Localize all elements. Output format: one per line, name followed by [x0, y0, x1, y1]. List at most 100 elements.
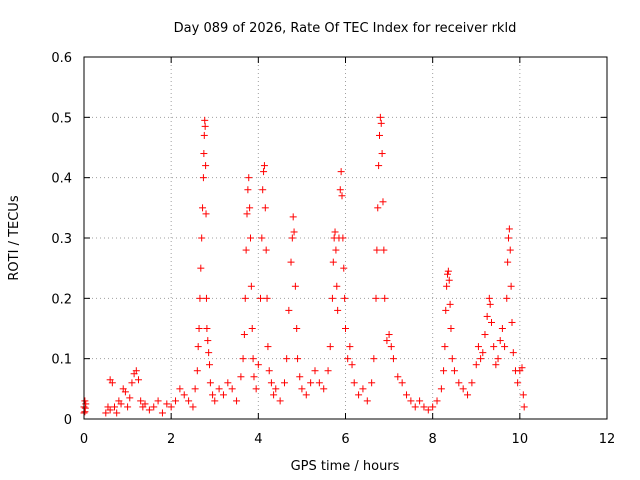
data-point	[389, 355, 397, 363]
data-point	[338, 192, 346, 200]
data-point	[202, 162, 210, 170]
data-point	[260, 168, 268, 176]
data-point	[81, 397, 89, 405]
y-tick-label: 0.4	[51, 172, 72, 187]
x-tick-label: 8	[429, 432, 437, 447]
data-point	[307, 379, 315, 387]
data-point	[245, 174, 253, 182]
data-point	[374, 204, 382, 212]
data-point	[350, 379, 358, 387]
data-point	[247, 282, 255, 290]
data-point	[258, 234, 266, 242]
data-point	[387, 343, 395, 351]
data-point	[380, 246, 388, 254]
data-point	[375, 131, 383, 139]
data-point	[332, 246, 340, 254]
data-point	[237, 373, 245, 381]
data-point	[203, 325, 211, 332]
data-point	[370, 355, 378, 363]
data-point	[294, 355, 302, 363]
data-point	[340, 264, 348, 272]
data-point	[477, 355, 485, 363]
data-point	[348, 361, 356, 369]
data-point	[368, 379, 376, 387]
data-point	[403, 391, 411, 399]
data-point	[394, 373, 402, 381]
data-point	[254, 361, 262, 369]
data-point	[334, 306, 342, 314]
y-tick-labels: 0 0.1 0.2 0.3 0.4 0.5 0.6	[51, 51, 72, 428]
data-point	[488, 318, 496, 326]
data-point	[377, 119, 385, 127]
x-tick-labels: 0 2 4 6 8 10 12	[80, 432, 615, 447]
data-point	[200, 150, 208, 158]
data-point	[132, 367, 140, 375]
data-point	[185, 397, 193, 405]
data-marks	[80, 113, 528, 417]
data-point	[328, 294, 336, 302]
data-point	[290, 228, 298, 236]
data-point	[240, 331, 248, 339]
data-point	[287, 258, 295, 266]
data-point	[398, 379, 406, 387]
data-point	[215, 385, 223, 393]
data-point	[264, 343, 272, 351]
data-point	[339, 234, 347, 242]
data-point	[82, 400, 90, 408]
y-tick-label: 0.1	[51, 353, 72, 368]
data-point	[440, 367, 448, 375]
data-point	[206, 379, 214, 387]
data-point	[494, 355, 502, 363]
data-point	[490, 343, 498, 351]
data-point	[124, 403, 132, 411]
data-point	[447, 325, 455, 332]
data-point	[486, 300, 494, 308]
data-point	[509, 349, 517, 357]
data-point	[379, 198, 387, 206]
data-point	[446, 300, 454, 308]
x-tick-label: 2	[167, 432, 175, 447]
data-point	[202, 210, 210, 218]
data-point	[289, 213, 297, 221]
data-point	[270, 391, 278, 399]
data-point	[239, 355, 247, 363]
data-point	[201, 122, 209, 130]
data-point	[163, 400, 171, 408]
chart-title: Day 089 of 2026, Rate Of TEC Index for r…	[174, 21, 517, 36]
data-point	[416, 397, 424, 405]
data-point	[443, 282, 451, 290]
data-point	[505, 225, 513, 233]
data-point	[249, 355, 257, 363]
data-point	[167, 403, 175, 411]
data-point	[202, 294, 210, 302]
data-point	[429, 403, 437, 411]
data-point	[196, 294, 204, 302]
x-axis-title: GPS time / hours	[291, 459, 400, 474]
data-point	[411, 403, 419, 411]
data-point	[108, 379, 116, 387]
data-point	[444, 267, 452, 275]
data-point	[448, 355, 456, 363]
data-point	[381, 294, 389, 302]
y-tick-label: 0	[64, 413, 72, 428]
data-point	[280, 379, 288, 387]
data-point	[481, 331, 489, 339]
data-point	[445, 276, 453, 284]
data-point	[106, 406, 114, 414]
data-point	[276, 397, 284, 405]
data-point	[209, 391, 217, 399]
data-point	[252, 385, 260, 393]
data-point	[233, 397, 241, 405]
data-point	[485, 294, 493, 302]
data-point	[315, 379, 323, 387]
data-point	[407, 397, 415, 405]
data-point	[172, 397, 180, 405]
data-point	[507, 282, 515, 290]
data-point	[194, 343, 202, 351]
data-point	[518, 364, 526, 372]
data-point	[302, 391, 310, 399]
data-point	[441, 343, 449, 351]
y-tick-label: 0.3	[51, 232, 72, 247]
